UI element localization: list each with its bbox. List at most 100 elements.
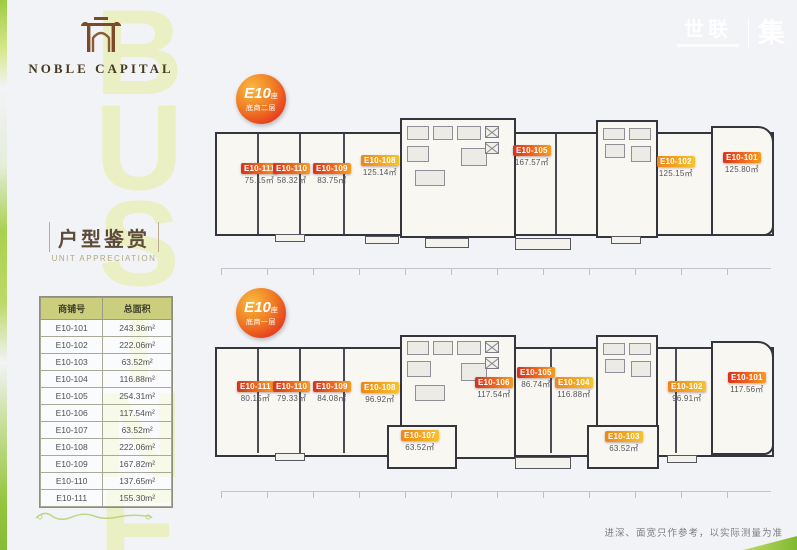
entrance-canopy [515, 238, 571, 250]
unit-area: 117.56㎡ [730, 385, 764, 394]
room-block [631, 146, 651, 162]
unit-tag: E10-101 125.80㎡ [723, 152, 761, 175]
room-block [461, 363, 487, 381]
unit-tag: E10-110 58.32㎡ [273, 163, 311, 186]
unit-label: E10-109 [313, 381, 351, 392]
unit-area-table: 商铺号 总面积 E10-101 243.36m² E10-102 222.06m² … [39, 297, 172, 507]
unit-tag: E10-110 79.33㎡ [273, 381, 311, 404]
unit-area: 125.15㎡ [658, 169, 693, 178]
room-block [407, 126, 429, 140]
unit-label: E10-104 [555, 377, 593, 388]
unit-label: E10-105 [517, 367, 555, 378]
unit-area: 75.15㎡ [244, 176, 274, 185]
unit-area: 116.88㎡ [557, 390, 591, 399]
brand-logo: NOBLE CAPITAL [22, 16, 180, 77]
unit-area: 58.32㎡ [276, 176, 307, 185]
total-area: 117.54m² [102, 404, 172, 422]
unit-tag: E10-104 116.88㎡ [555, 377, 593, 400]
unit-tag: E10-105 86.74㎡ [517, 367, 555, 390]
entrance-canopy [515, 457, 571, 469]
room-block [603, 128, 625, 140]
shop-number: E10-104 [39, 370, 104, 388]
shop-number: E10-110 [39, 472, 104, 490]
shop-number: E10-101 [39, 319, 104, 337]
unit-tag: E10-103 63.52㎡ [605, 431, 643, 454]
unit-area: 117.54㎡ [477, 390, 511, 399]
unit-tag: E10-107 63.52㎡ [401, 430, 439, 453]
shop-number: E10-108 [39, 438, 104, 456]
room-block [415, 385, 445, 401]
shop-number: E10-106 [39, 404, 104, 422]
unit-tag: E10-108 96.92㎡ [361, 382, 399, 405]
unit-tag: E10-102 96.91㎡ [668, 381, 706, 404]
dimension-line [221, 268, 771, 275]
unit-label: E10-101 [728, 372, 766, 383]
table-row: E10-104 116.88m² [39, 370, 172, 388]
room-block [407, 361, 431, 377]
wall-line [257, 349, 259, 453]
unit-label: E10-107 [401, 430, 439, 441]
floor-plan-level2: E10-111 75.15㎡ E10-110 58.32㎡ E10-109 83… [215, 118, 778, 275]
unit-label: E10-105 [513, 145, 551, 156]
table-row: E10-111 155.30m² [39, 489, 172, 507]
wall-line [299, 134, 301, 234]
shop-number: E10-103 [39, 353, 104, 371]
unit-area: 83.75㎡ [317, 176, 347, 185]
badge-floor-label: 底商二层 [246, 104, 276, 112]
total-area: 167.82m² [102, 455, 172, 473]
table-row: E10-108 222.06m² [39, 438, 172, 456]
unit-area: 96.92㎡ [365, 395, 395, 404]
balcony-block [611, 236, 641, 244]
wall-line [299, 349, 301, 453]
unit-tag: E10-108 125.14㎡ [361, 155, 399, 178]
heading-right-bar [158, 222, 159, 252]
room-block [629, 343, 651, 355]
unit-label: E10-103 [605, 431, 643, 442]
table-row: E10-109 167.82m² [39, 455, 172, 473]
brand-name: NOBLE CAPITAL [28, 61, 174, 76]
header-shop-number: 商铺号 [39, 297, 104, 320]
shop-number: E10-111 [39, 489, 104, 507]
unit-area: 96.91㎡ [672, 394, 702, 403]
unit-label: E10-102 [668, 381, 706, 392]
disclaimer-note: 进深、面宽只作参考，以实际测量为准 [604, 528, 783, 539]
unit-label: E10-106 [475, 377, 513, 388]
wall-line [555, 134, 557, 234]
room-block [457, 341, 481, 355]
wall-line [343, 349, 345, 453]
total-area: 63.52m² [102, 421, 172, 439]
floor-badge-level1: E10座 底商一层 [236, 288, 286, 338]
plan-corner-unit [711, 341, 774, 455]
room-block [603, 343, 625, 355]
unit-tag: E10-102 125.15㎡ [657, 156, 695, 179]
total-area: 243.36m² [102, 319, 172, 337]
wall-line [257, 134, 259, 234]
shop-number: E10-109 [39, 455, 104, 473]
balcony-block [667, 455, 697, 463]
watermark-divider [748, 18, 749, 48]
balcony-block [275, 453, 305, 461]
dimension-line [221, 491, 771, 498]
badge-suffix: 座 [270, 306, 278, 314]
unit-label: E10-110 [273, 163, 311, 174]
total-area: 63.52m² [102, 353, 172, 371]
flourish-ornament [35, 512, 153, 520]
unit-area: 63.52㎡ [405, 443, 435, 452]
heading-left-bar [49, 222, 50, 252]
table-row: E10-107 63.52m² [39, 421, 172, 439]
unit-label: E10-108 [361, 382, 399, 393]
room-block [629, 128, 651, 140]
arch-logo-icon [81, 17, 121, 52]
unit-area: 125.14㎡ [362, 168, 397, 177]
unit-area: 63.52㎡ [609, 444, 639, 453]
table-row: E10-103 63.52m² [39, 353, 172, 371]
elevator-icon [485, 126, 499, 138]
section-subtitle: UNIT APPRECIATION [51, 254, 157, 263]
section-title: 户型鉴赏 [58, 228, 150, 251]
wall-line [550, 349, 552, 453]
table-row: E10-110 137.65m² [39, 472, 172, 490]
watermark-brand-block: 世联 [677, 20, 739, 47]
watermark-suffix: 集 [758, 17, 785, 48]
watermark-brand: 世联 [684, 18, 732, 41]
